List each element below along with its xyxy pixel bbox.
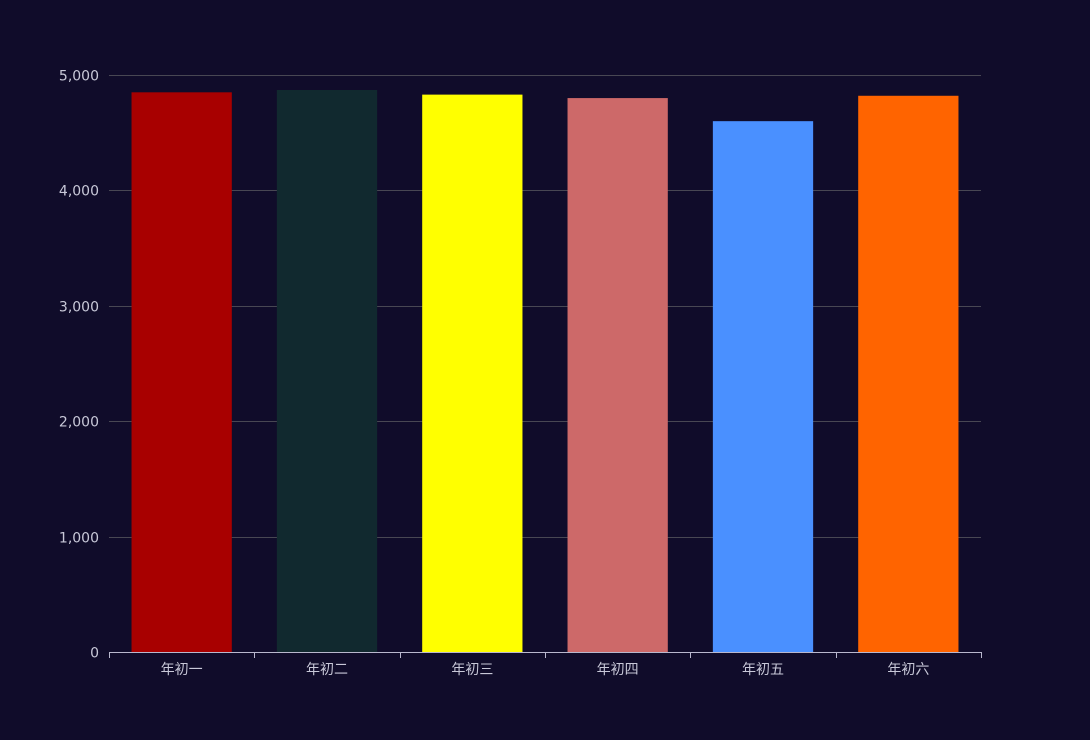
x-tick-label: 年初六 — [887, 661, 929, 678]
y-tick-label: 5,000 — [59, 69, 99, 85]
grid-lines — [109, 75, 981, 538]
bar — [131, 92, 232, 652]
tick-labels: 0 1,000 2,000 3,000 4,000 5,000 年初一 年初二 年初三 年初四 年初… — [59, 69, 929, 679]
x-tick-label: 年初四 — [597, 661, 639, 678]
y-tick-label: 1,000 — [59, 531, 99, 547]
axes — [109, 652, 982, 658]
bar — [858, 95, 959, 653]
bar — [567, 98, 668, 652]
x-tick-label: 年初五 — [742, 661, 784, 678]
y-tick-label: 4,000 — [59, 184, 99, 200]
x-tick-label: 年初二 — [306, 661, 348, 678]
x-tick-label: 年初三 — [451, 661, 493, 678]
bar — [422, 94, 523, 653]
x-tick-label: 年初一 — [161, 661, 203, 678]
y-tick-label: 0 — [90, 646, 99, 662]
y-tick-label: 3,000 — [59, 300, 99, 316]
bar — [712, 121, 814, 652]
bar — [276, 90, 378, 652]
y-tick-label: 2,000 — [59, 415, 99, 431]
bars — [131, 90, 959, 653]
